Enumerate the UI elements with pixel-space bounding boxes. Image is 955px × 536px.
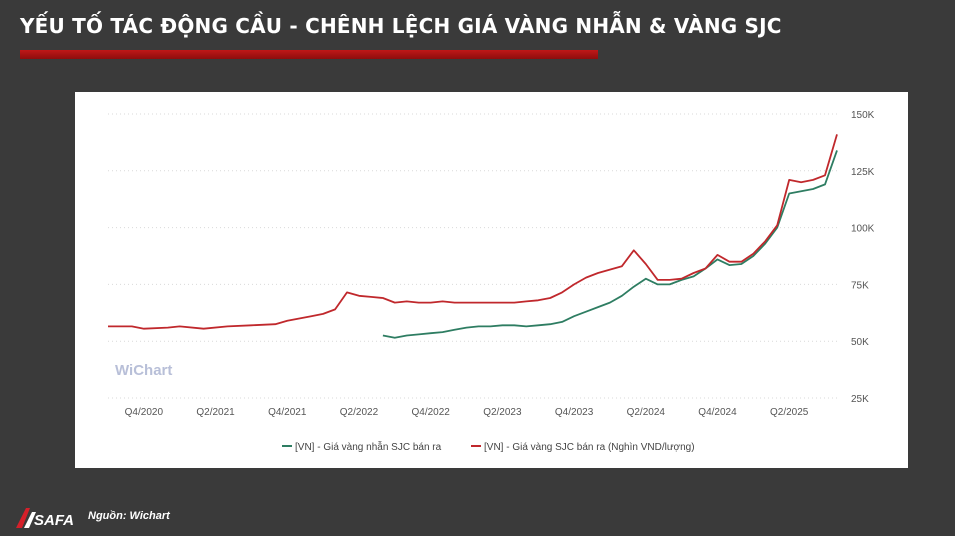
- title-accent-bar: [20, 50, 598, 59]
- chart-legend: [VN] - Giá vàng nhẫn SJC bán ra [VN] - Gi…: [282, 440, 695, 453]
- safa-logo: SAFA: [16, 508, 74, 529]
- x-tick-label: Q4/2020: [125, 407, 164, 418]
- svg-text:SAFA: SAFA: [34, 512, 74, 529]
- ring-gold-series-line: [382, 150, 838, 339]
- y-tick-label: 75K: [851, 280, 869, 291]
- legend-label[interactable]: [VN] - Giá vàng nhẫn SJC bán ra: [295, 440, 442, 453]
- y-axis-ticks: 150K 125K 100K 75K 50K 25K: [851, 110, 875, 405]
- y-tick-label: 25K: [851, 394, 869, 405]
- x-tick-label: Q4/2023: [555, 407, 594, 418]
- x-tick-label: Q2/2023: [483, 407, 522, 418]
- x-tick-label: Q2/2021: [196, 407, 235, 418]
- x-tick-label: Q4/2021: [268, 407, 307, 418]
- source-note: Nguồn: Wichart: [88, 510, 170, 522]
- x-tick-label: Q2/2024: [627, 407, 666, 418]
- y-tick-label: 100K: [851, 224, 875, 235]
- wichart-watermark: WiChart: [115, 362, 172, 379]
- y-tick-label: 125K: [851, 167, 875, 178]
- x-tick-label: Q4/2022: [411, 407, 450, 418]
- y-tick-label: 150K: [851, 110, 875, 121]
- sjc-gold-series-line: [108, 134, 838, 330]
- x-tick-label: Q4/2024: [698, 407, 737, 418]
- x-tick-label: Q2/2022: [340, 407, 379, 418]
- page-title: YẾU TỐ TÁC ĐỘNG CẦU - CHÊNH LỆCH GIÁ VÀN…: [20, 14, 782, 38]
- x-axis-ticks: Q4/2020 Q2/2021 Q4/2021 Q2/2022 Q4/2022 Q2/20…: [125, 407, 809, 418]
- legend-label[interactable]: [VN] - Giá vàng SJC bán ra (Nghìn VND/lư…: [484, 442, 695, 453]
- chart-grid: [108, 113, 837, 399]
- chart-series: [108, 134, 838, 339]
- y-tick-label: 50K: [851, 337, 869, 348]
- chart-panel: 150K 125K 100K 75K 50K 25K Q4/2020 Q2/2021 Q4/2…: [75, 92, 908, 468]
- x-tick-label: Q2/2025: [770, 407, 809, 418]
